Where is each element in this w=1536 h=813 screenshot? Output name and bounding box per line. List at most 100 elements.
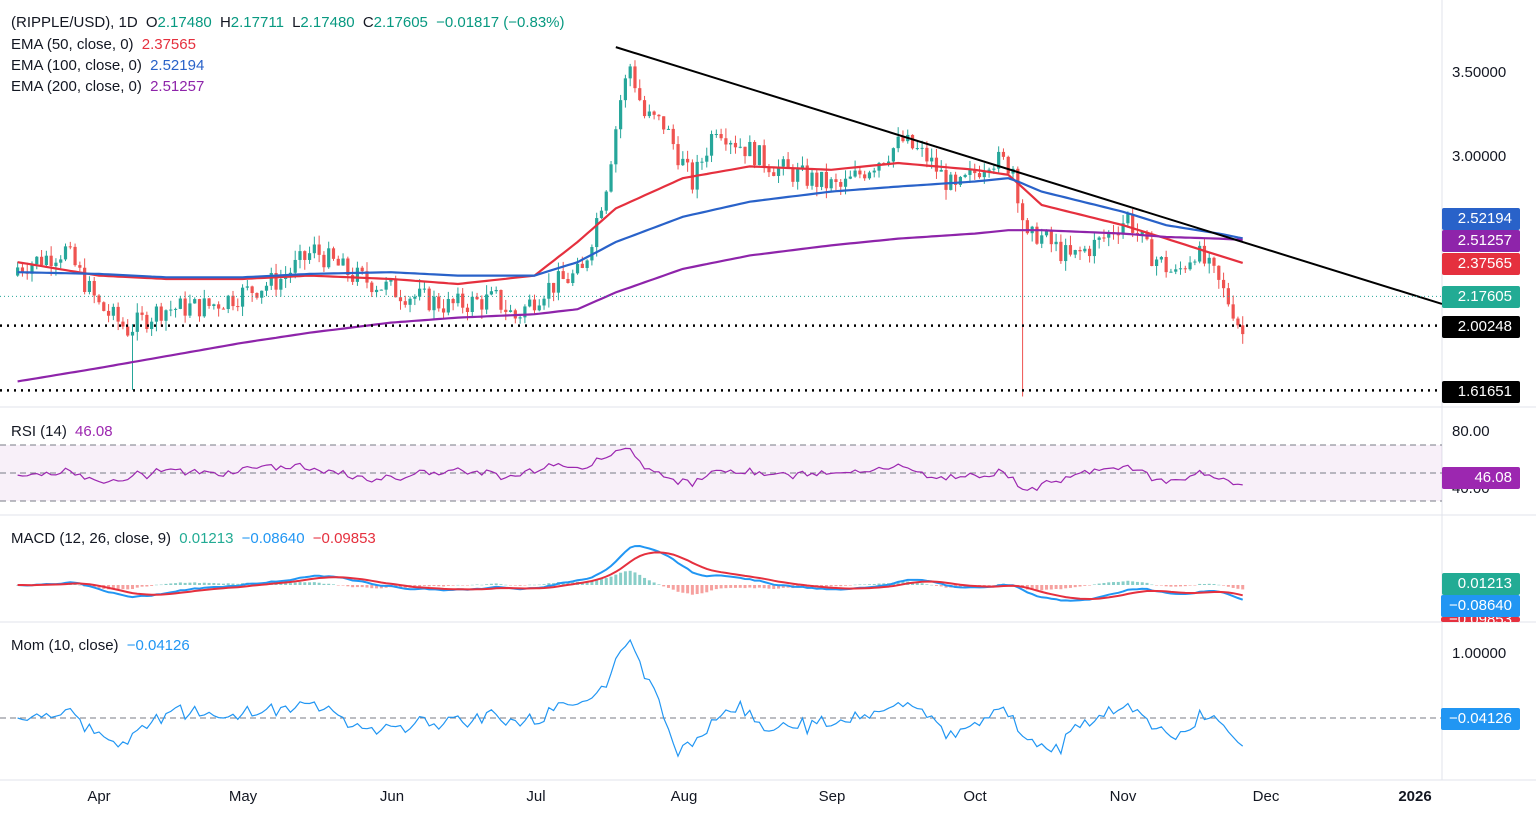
macd-histogram-bar [619,572,623,585]
candle-body [102,302,106,311]
candle-body [580,263,584,268]
macd-histogram-bar [633,572,637,585]
macd-histogram-bar [365,585,369,588]
candle-body [1078,250,1082,252]
candle-body [839,182,843,187]
macd-line-badge: −0.08640 [1441,595,1520,617]
candle-body [647,111,651,117]
macd-hist-value: 0.01213 [179,530,234,547]
candle-body [925,147,929,162]
candle-body [1154,259,1159,267]
macd-histogram-bar [552,583,556,585]
macd-histogram-bar [781,585,785,588]
candle-body [1140,231,1144,235]
macd-histogram-bar [738,585,742,588]
candle-body [78,265,82,268]
macd-histogram-bar [877,583,881,585]
macd-histogram-bar [934,585,938,586]
candle-body [465,307,470,312]
candle-body [791,167,795,182]
macd-histogram-bar [1135,581,1139,585]
macd-histogram-bar [331,584,335,585]
candle-body [418,288,422,297]
macd-histogram-bar [312,582,316,585]
macd-histogram-bar [121,585,125,590]
macd-histogram-bar [480,584,484,586]
macd-histogram-bar [1212,584,1216,585]
candle-body [293,259,297,273]
macd-histogram-bar [1049,585,1053,590]
candle-body [446,299,450,313]
macd-histogram-bar [212,583,216,585]
macd-histogram-bar [700,585,704,594]
candle-body [753,141,757,166]
macd-histogram-bar [686,585,690,594]
macd-line-value: −0.08640 [241,530,305,547]
macd-histogram-bar [690,585,694,595]
macd-histogram-bar [992,585,996,586]
macd-histogram-bar [710,585,714,591]
candle-body [150,321,154,330]
macd-histogram-bar [427,585,431,587]
macd-histogram-bar [695,585,699,595]
macd-histogram-bar [867,584,871,585]
last-price-badge: 2.17605 [1442,286,1520,308]
candle-body [619,100,623,130]
macd-histogram-bar [1236,585,1240,589]
candle-body [542,298,546,306]
macd-histogram-bar [767,585,771,589]
candle-body [1202,245,1207,264]
x-tick-2026: 2026 [1398,788,1432,805]
candle-body [456,293,460,304]
low-value: 2.17480 [300,14,355,31]
candle-body [384,281,388,290]
candle-body [30,264,34,274]
candle-body [365,271,369,283]
candle-body [49,255,53,267]
candle-body [188,303,192,316]
candle-body [413,296,417,299]
mom-tick-1: 1.00000 [1452,645,1507,662]
candle-body [212,304,216,306]
macd-histogram-bar [351,585,355,588]
high-label: H [219,14,231,31]
macd-histogram-bar [1164,585,1168,587]
macd-histogram-bar [528,584,532,586]
candle-body [604,191,608,211]
macd-histogram-bar [1112,582,1116,585]
candle-body [733,142,738,148]
candle-body [394,279,398,298]
macd-histogram-bar [116,585,120,590]
macd-histogram-bar [346,585,350,587]
macd-histogram-bar [442,585,446,587]
candle-body [537,305,541,311]
candle-body [738,146,742,148]
candle-body [709,134,714,156]
candle-body [63,246,68,260]
candle-body [1188,262,1192,270]
macd-histogram-bar [1226,585,1230,587]
candle-body [599,210,604,219]
candle-body [623,78,627,101]
ema200-badge: 2.51257 [1442,230,1520,252]
candle-body [1049,230,1053,245]
candle-body [221,308,226,310]
candle-body [183,298,187,316]
candle-body [154,306,159,322]
ema100-badge: 2.52194 [1442,208,1520,230]
macd-histogram-bar [753,585,757,589]
macd-histogram-bar [532,584,536,586]
candle-body [700,161,704,163]
candle-body [915,148,919,150]
mom-value: −0.04126 [126,637,190,654]
macd-histogram-bar [1179,585,1183,587]
candle-body [135,312,139,332]
candle-body [1035,226,1039,244]
macd-histogram-bar [1241,585,1245,590]
macd-histogram-bar [1174,585,1178,587]
candle-body [59,259,63,263]
macd-signal-value: −0.09853 [312,530,376,547]
candle-body [298,251,302,260]
candle-body [518,317,522,319]
candle-body [944,169,948,190]
